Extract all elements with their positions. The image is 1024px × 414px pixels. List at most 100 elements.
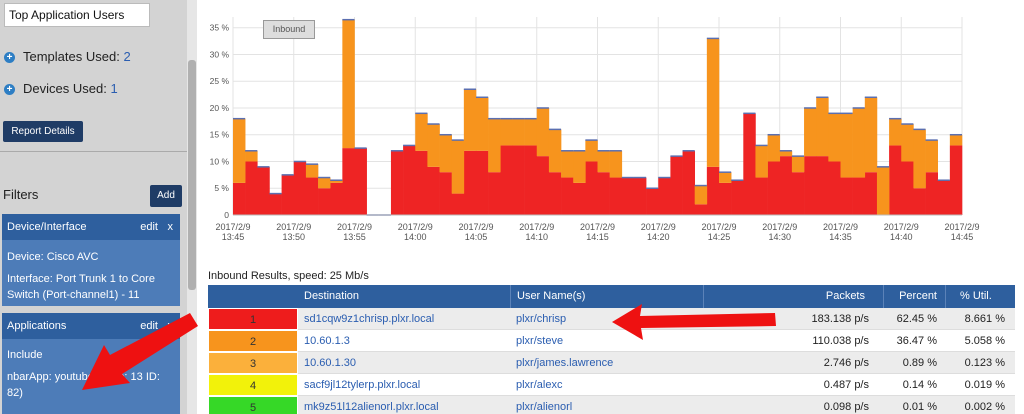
x-tick-label: 2017/2/9 14:40 xyxy=(883,222,919,242)
y-tick-label: 30 % xyxy=(210,49,230,59)
table-cell: plxr/james.lawrence xyxy=(516,357,614,369)
area-segment xyxy=(245,150,258,162)
rank-cell: 1 xyxy=(208,308,298,330)
x-tick-label: 2017/2/9 14:45 xyxy=(944,222,980,242)
area-segment xyxy=(889,118,902,146)
report-details-button[interactable]: Report Details xyxy=(3,121,83,142)
x-tick-label: 2017/2/9 14:30 xyxy=(762,222,798,242)
area-segment xyxy=(864,97,878,173)
table-cell: sacf9jl12tylerp.plxr.local xyxy=(304,379,421,391)
area-segment xyxy=(876,166,890,215)
area-segment xyxy=(305,177,319,215)
area-segment xyxy=(476,97,489,151)
panel-body: Include nbarApp: youtube (Type: 13 ID: 8… xyxy=(2,339,180,414)
close-link[interactable]: x xyxy=(167,221,174,233)
area-segment xyxy=(816,97,829,157)
area-segment xyxy=(512,118,525,146)
area-segment xyxy=(561,177,574,215)
templates-used[interactable]: + Templates Used: 2 xyxy=(4,49,131,64)
table-row[interactable] xyxy=(208,352,1015,374)
area-segment xyxy=(330,182,343,215)
add-button[interactable]: Add xyxy=(150,185,182,207)
area-segment xyxy=(585,140,598,162)
y-tick-label: 5 % xyxy=(214,183,229,193)
table-cell: plxr/chrisp xyxy=(516,313,567,325)
table-cell: 36.47 % xyxy=(896,335,937,347)
area-segment xyxy=(548,129,562,173)
area-segment xyxy=(476,150,489,215)
area-segment xyxy=(609,150,623,178)
label: Templates Used: xyxy=(23,49,120,64)
table-cell: 0.14 % xyxy=(902,379,937,391)
column-header[interactable]: Destination xyxy=(304,290,360,302)
table-row[interactable] xyxy=(208,374,1015,396)
area-segment xyxy=(840,113,853,178)
x-tick-label: 2017/2/9 14:00 xyxy=(397,222,433,242)
table-cell: 0.002 % xyxy=(964,401,1005,413)
area-segment xyxy=(767,134,781,162)
area-segment xyxy=(342,19,355,149)
area-segment xyxy=(573,150,586,183)
rank-cell: 2 xyxy=(208,330,298,352)
area-segment xyxy=(913,129,926,189)
area-segment xyxy=(804,107,817,157)
table-cell: 0.123 % xyxy=(964,357,1005,369)
x-tick-label: 2017/2/9 14:10 xyxy=(519,222,555,242)
panel-body: Device: Cisco AVC Interface: Port Trunk … xyxy=(2,240,180,306)
area-segment xyxy=(245,161,258,215)
area-segment xyxy=(779,150,793,157)
y-tick-label: 35 % xyxy=(210,23,230,33)
y-tick-label: 0 xyxy=(224,210,229,220)
area-segment xyxy=(427,166,440,215)
x-tick-label: 2017/2/9 14:15 xyxy=(579,222,616,242)
panel-title: Applications xyxy=(7,320,67,332)
area-segment xyxy=(439,172,452,215)
column-header[interactable]: % Util. xyxy=(945,285,1015,308)
chart: 0 5 % 10 % 15 % 20 % 25 % 30 % 35 % xyxy=(210,17,963,220)
edit-link[interactable]: edit xyxy=(140,221,158,233)
table-cell: 62.45 % xyxy=(896,313,937,325)
area-segment xyxy=(767,161,781,215)
table-cell: plxr/alexc xyxy=(516,379,563,391)
area-segment xyxy=(390,150,404,215)
edit-link[interactable]: edit xyxy=(140,320,158,332)
area-segment xyxy=(633,177,647,215)
table-row[interactable] xyxy=(208,330,1015,352)
area-segment xyxy=(293,161,307,215)
panel-line: nbarApp: youtube (Type: 13 ID: 82) xyxy=(7,371,160,399)
report-name-input[interactable]: Top Application Users xyxy=(4,3,150,27)
panel-title: Device/Interface xyxy=(7,221,87,233)
area-segment xyxy=(925,172,938,215)
area-segment xyxy=(281,174,295,215)
area-segment xyxy=(864,172,878,215)
area-segment xyxy=(694,185,708,205)
area-segment xyxy=(852,177,866,215)
column-header[interactable]: User Name(s) xyxy=(510,285,703,308)
area-segment xyxy=(682,150,695,215)
y-tick-label: 10 % xyxy=(210,156,230,166)
table-row[interactable] xyxy=(208,396,1015,414)
table-cell: 0.01 % xyxy=(902,401,937,413)
area-segment xyxy=(318,188,331,215)
area-segment xyxy=(354,148,367,215)
rank-cell: 4 xyxy=(208,374,298,396)
devices-used[interactable]: + Devices Used: 1 xyxy=(4,81,118,96)
area-segment xyxy=(901,161,914,215)
column-header[interactable]: Percent xyxy=(883,285,945,308)
area-segment xyxy=(318,177,331,189)
area-segment xyxy=(463,89,477,151)
inbound-button[interactable]: Inbound xyxy=(263,20,315,39)
area-segment xyxy=(561,150,574,178)
panel-header: Applications edit x xyxy=(2,313,180,339)
column-header[interactable]: Packets xyxy=(703,285,883,308)
scroll-thumb[interactable] xyxy=(188,60,196,290)
area-segment xyxy=(937,180,951,215)
area-segment xyxy=(536,107,550,157)
close-link[interactable]: x xyxy=(167,320,174,332)
results-title: Inbound Results, speed: 25 Mb/s xyxy=(208,270,369,282)
area-segment xyxy=(415,150,428,215)
area-segment xyxy=(840,177,853,215)
table-row[interactable] xyxy=(208,308,1015,330)
table-cell: 183.138 p/s xyxy=(811,313,870,325)
area-segment xyxy=(512,145,525,215)
